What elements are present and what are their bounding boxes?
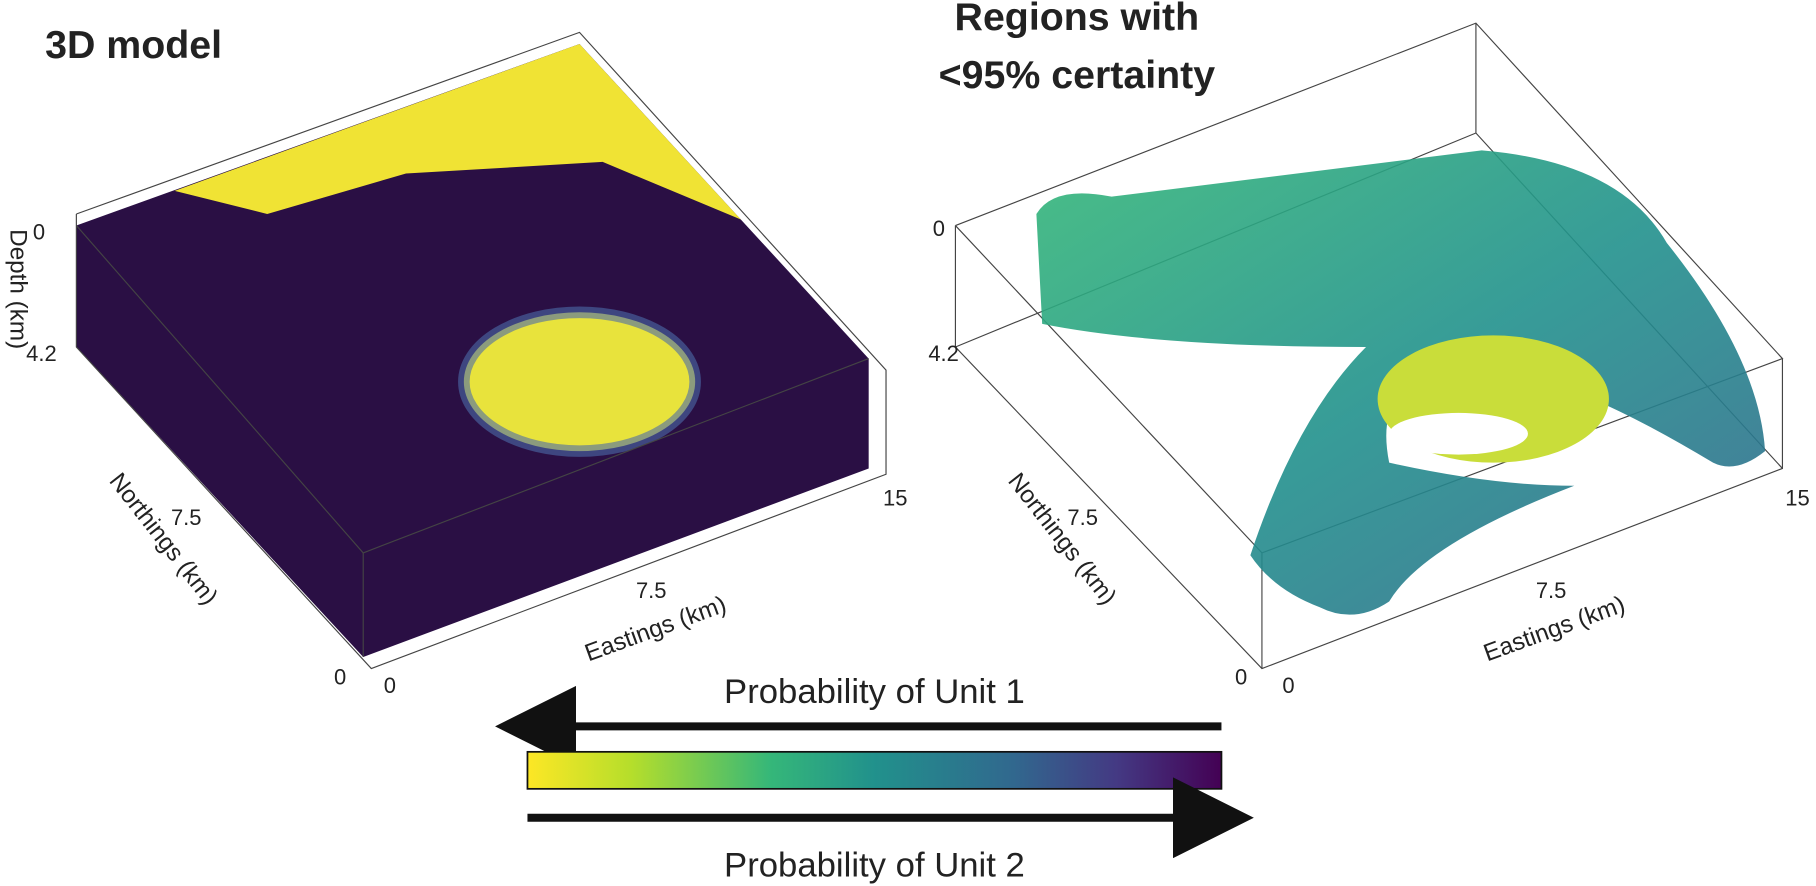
tick-label: 7.5 [636, 578, 667, 603]
panel-title: <95% certainty [939, 53, 1216, 97]
panel-title: Regions with [955, 0, 1200, 39]
axis-label: Northings (km) [104, 468, 223, 610]
tick-label: 15 [883, 485, 907, 510]
colorbar-label: Probability of Unit 2 [724, 847, 1025, 885]
tick-label: 0 [334, 665, 346, 690]
color-scale [526, 750, 1223, 790]
tick-label: 0 [384, 673, 396, 698]
tick-label: 0 [933, 216, 945, 241]
tick-label: 7.5 [171, 505, 202, 530]
tick-label: 0 [1282, 673, 1294, 698]
tick-label: 15 [1785, 485, 1809, 510]
colorbar-label: Probability of Unit 1 [724, 673, 1025, 711]
tick-label: 7.5 [1067, 505, 1098, 530]
tick-label: 0 [33, 219, 45, 244]
colorbar: Probability of Unit 1 Probability of Uni… [495, 673, 1254, 885]
side-face [76, 225, 364, 657]
tick-label: 4.2 [26, 341, 57, 366]
left-panel: 3D model Depth (km) 0 4.2 Northings (km)… [4, 23, 907, 698]
axis-label: Northings (km) [1002, 468, 1121, 610]
tick-label: 4.2 [928, 341, 959, 366]
gap [1389, 412, 1528, 455]
side-face [363, 358, 869, 657]
tick-label: 7.5 [1536, 578, 1567, 603]
right-panel: Regions with <95% certainty 0 4.2 Northi… [928, 0, 1809, 698]
axis-label: Depth (km) [4, 229, 31, 349]
panel-title: 3D model [45, 23, 222, 67]
tick-label: 0 [1235, 665, 1247, 690]
